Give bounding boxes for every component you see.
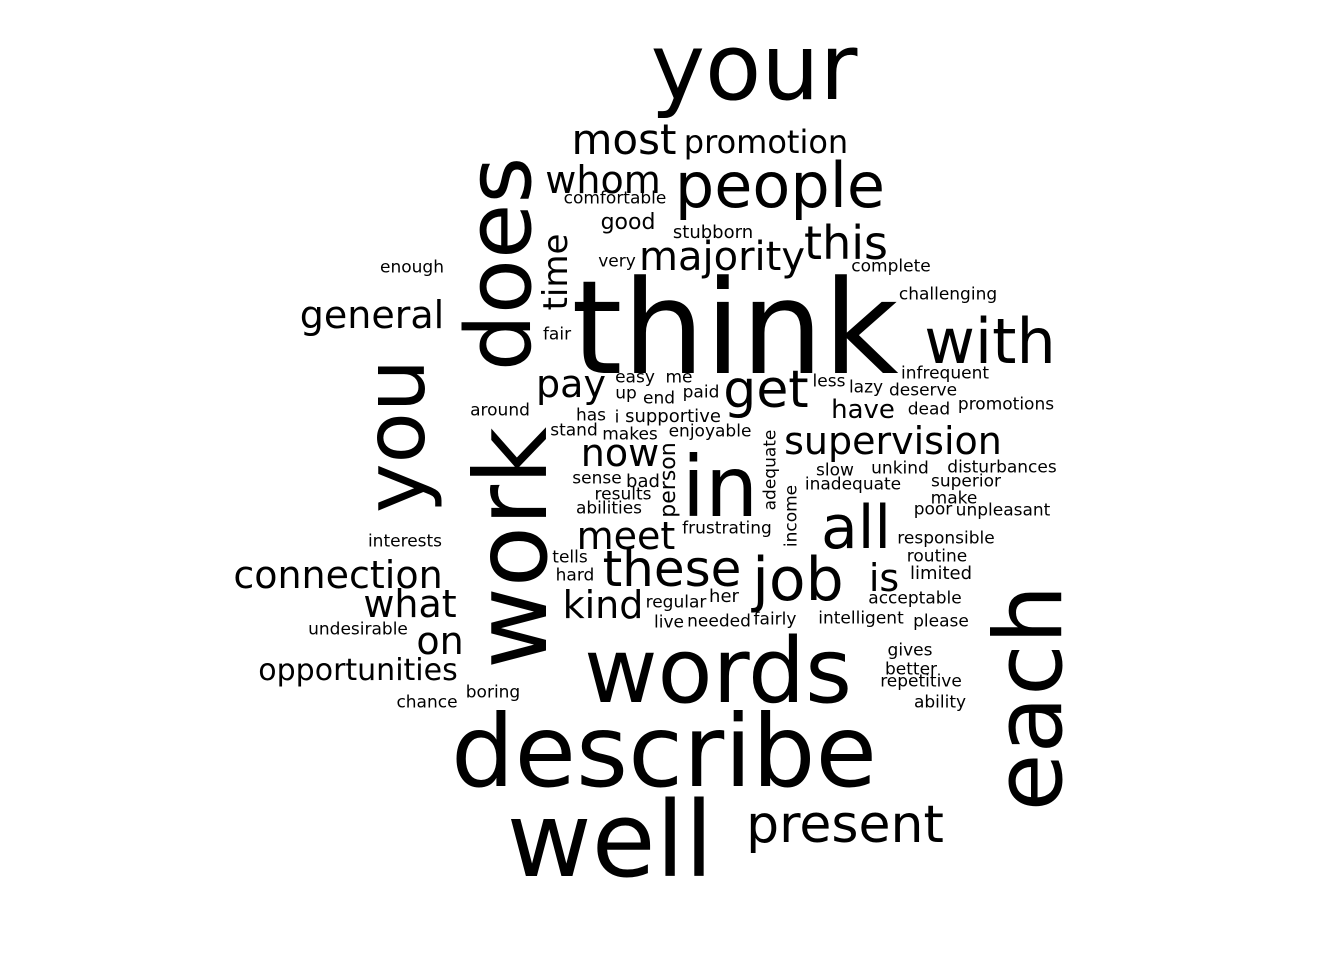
word-on: on <box>416 619 464 663</box>
word-get: get <box>723 360 809 420</box>
word-supervision: supervision <box>784 419 1002 463</box>
word-inadequate: inadequate <box>804 474 902 495</box>
word-limited: limited <box>909 563 973 584</box>
word-live: live <box>654 612 684 633</box>
word-challenging: challenging <box>898 284 998 305</box>
word-complete: complete <box>851 256 931 277</box>
word-has: has <box>575 405 607 426</box>
word-chance: chance <box>396 692 458 713</box>
word-lazy: lazy <box>848 377 884 398</box>
word-work: work <box>453 427 570 669</box>
word-acceptable: acceptable <box>868 588 962 609</box>
word-poor: poor <box>913 499 953 520</box>
word-supportive: supportive <box>625 406 721 427</box>
word-disturbances: disturbances <box>947 457 1057 478</box>
word-me: me <box>665 367 693 388</box>
word-comfortable: comfortable <box>563 188 667 209</box>
word-boring: boring <box>465 682 521 703</box>
word-dead: dead <box>907 399 951 420</box>
word-fair: fair <box>542 324 572 345</box>
word-adequate: adequate <box>760 429 781 511</box>
word-deserve: deserve <box>888 380 958 401</box>
word-present: present <box>746 795 944 855</box>
word-undesirable: undesirable <box>308 619 408 640</box>
word-kind: kind <box>562 583 644 627</box>
word-all: all <box>820 493 892 563</box>
word-general: general <box>299 293 445 337</box>
word-with: with <box>924 305 1056 378</box>
word-opportunities: opportunities <box>258 653 458 688</box>
word-unkind: unkind <box>871 458 929 479</box>
word-pay: pay <box>536 362 606 406</box>
word-these: these <box>602 540 742 598</box>
word-around: around <box>470 400 530 421</box>
word-job: job <box>752 545 844 615</box>
word-make: make <box>930 488 978 509</box>
word-superior: superior <box>931 471 1001 492</box>
word-gives: gives <box>887 640 933 661</box>
word-income: income <box>781 484 802 548</box>
word-people: people <box>674 149 886 222</box>
word-in: in <box>681 438 759 536</box>
word-well: well <box>506 779 714 901</box>
word-stand: stand <box>550 420 598 441</box>
word-words: words <box>583 619 853 724</box>
word-needed: needed <box>687 611 751 632</box>
word-majority: majority <box>639 234 805 280</box>
word-enjoyable: enjoyable <box>668 421 752 442</box>
word-up: up <box>615 383 637 404</box>
word-whom: whom <box>545 158 661 202</box>
word-what: what <box>363 582 457 626</box>
word-person: person <box>656 442 681 518</box>
word-bad: bad <box>626 471 660 492</box>
word-her: her <box>709 586 739 607</box>
word-enough: enough <box>380 257 444 278</box>
word-ability: ability <box>913 692 967 713</box>
word-this: this <box>804 216 888 270</box>
word-unpleasant: unpleasant <box>955 500 1051 521</box>
word-think: think <box>571 252 899 404</box>
word-easy: easy <box>615 367 655 388</box>
word-you: you <box>346 358 444 514</box>
word-makes: makes <box>602 424 658 445</box>
word-sense: sense <box>572 468 622 489</box>
word-each: each <box>975 584 1084 812</box>
word-connection: connection <box>233 553 443 597</box>
word-better: better <box>884 659 938 680</box>
word-is: is <box>868 556 900 600</box>
word-regular: regular <box>645 592 707 613</box>
word-routine: routine <box>906 546 968 567</box>
word-fairly: fairly <box>753 609 797 630</box>
word-end: end <box>642 388 676 409</box>
word-interests: interests <box>367 531 443 552</box>
word-infrequent: infrequent <box>900 363 990 384</box>
word-good: good <box>600 210 656 235</box>
word-hard: hard <box>555 565 595 586</box>
word-responsible: responsible <box>897 528 995 549</box>
word-frustrating: frustrating <box>682 518 772 539</box>
word-intelligent: intelligent <box>818 608 904 629</box>
word-less: less <box>812 371 846 392</box>
word-slow: slow <box>816 460 854 481</box>
word-repetitive: repetitive <box>880 671 962 692</box>
word-i: i <box>614 407 620 428</box>
word-does: does <box>447 156 552 372</box>
word-please: please <box>913 611 969 632</box>
word-now: now <box>580 431 660 475</box>
word-meet: meet <box>576 514 676 558</box>
word-tells: tells <box>552 547 588 568</box>
word-very: very <box>598 251 636 272</box>
word-promotion: promotion <box>683 123 849 161</box>
word-abilities: abilities <box>575 498 643 519</box>
word-paid: paid <box>682 382 720 403</box>
word-time: time <box>536 233 576 311</box>
word-most: most <box>571 115 677 164</box>
word-have: have <box>831 395 895 425</box>
word-stubborn: stubborn <box>672 222 754 243</box>
word-results: results <box>594 484 652 505</box>
word-promotions: promotions <box>957 394 1055 415</box>
word-your: your <box>650 14 858 121</box>
word-describe: describe <box>451 693 877 810</box>
